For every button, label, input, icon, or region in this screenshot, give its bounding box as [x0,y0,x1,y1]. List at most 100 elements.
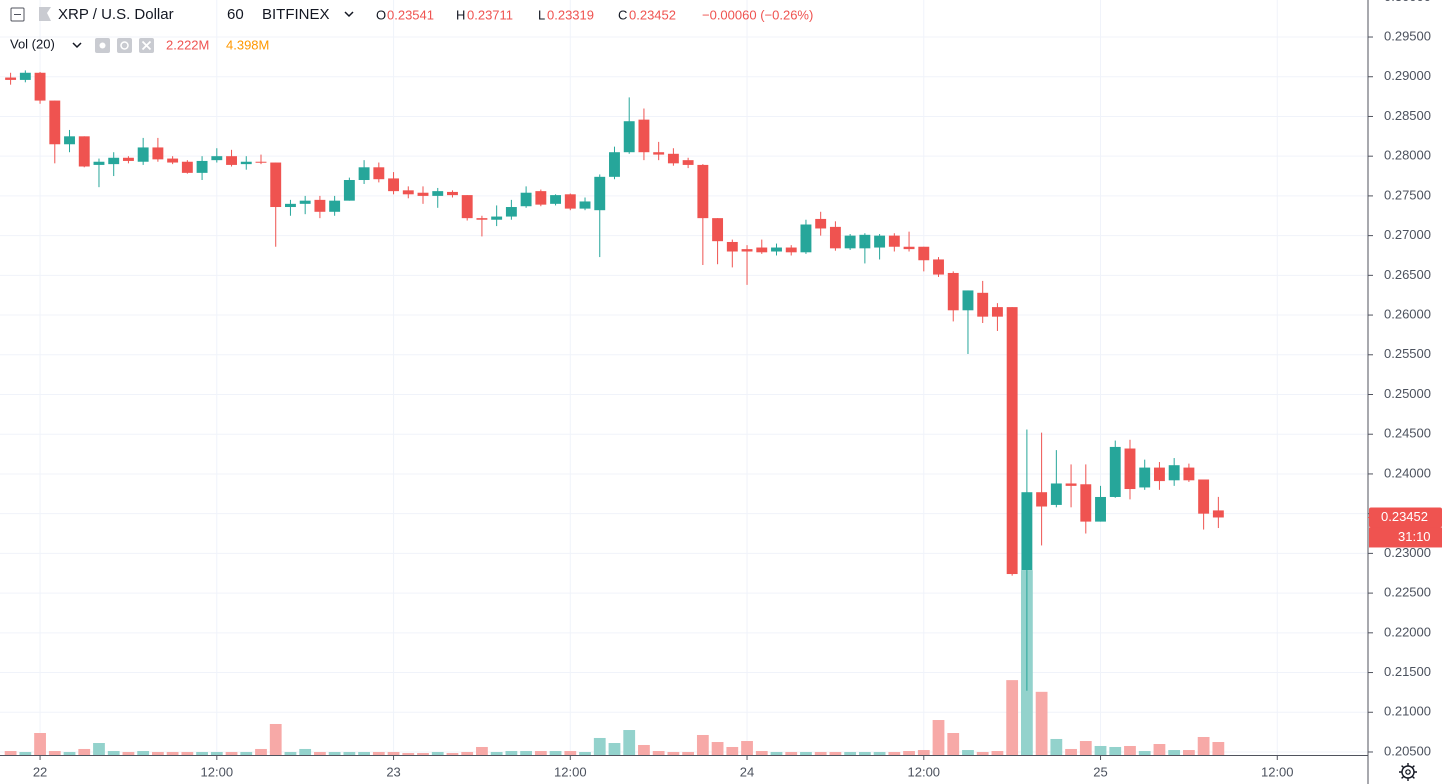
candle-body [49,100,61,145]
volume-bar [608,743,621,755]
settings-gear[interactable] [1399,763,1417,781]
volume-bar [1124,745,1136,755]
candles [5,70,1224,691]
y-tick-label: 0.25500 [1384,346,1431,361]
volume-bar [269,723,282,755]
candle-body [859,234,871,249]
candle-body [1036,492,1048,507]
volume-bar [1153,744,1166,755]
volume-bar [19,752,32,755]
x-tick-label: 25 [1093,764,1107,779]
volume-bar [1109,746,1122,755]
volume-ma-value: 4.398M [226,37,269,52]
volume-title[interactable]: Vol (20) [10,36,55,51]
candle-body [653,152,665,155]
candle-body [314,199,326,212]
volume-bar [1006,680,1019,755]
symbol-title[interactable]: XRP / U.S. Dollar [58,6,174,23]
symbol-flag [39,7,51,21]
volume-bar [652,751,665,755]
legend-prefix: C [618,7,627,22]
candle-body [1095,496,1106,522]
candle-body [962,290,974,311]
volume-bar [638,744,650,755]
volume-bar [476,746,488,755]
settings-icon[interactable] [117,38,132,53]
candle-body [447,191,458,196]
interval[interactable]: 60 [227,6,244,23]
change: −0.00060 (−0.26%) [702,7,813,22]
volume-bar [358,752,370,755]
volume-bar [682,752,695,755]
y-tick-label: 0.22500 [1384,585,1431,600]
volume-bar [63,752,76,755]
gear-hub [1405,769,1411,775]
candle-body [1124,448,1136,490]
candle-body [240,161,252,165]
volume-bar [858,752,871,755]
candle-body [623,121,635,153]
volume-bar [1065,748,1077,755]
volume-bar [962,750,974,755]
volume-bar [1035,691,1048,755]
candle-body [697,164,709,219]
candle-body [564,194,576,209]
candle-body [122,157,134,161]
candle-body [1080,484,1092,522]
volume-chevron[interactable] [72,42,82,49]
candle-body [64,136,75,145]
candle-body [1183,467,1195,481]
volume-bar [78,748,91,755]
y-tick-label: 0.27000 [1384,227,1431,242]
candle-body [1021,492,1033,571]
candle-body [93,161,105,165]
legend-prefix: H [456,7,465,22]
candle-body [815,218,827,229]
candle-body [785,247,797,253]
candle-body [402,190,414,195]
candle-body [756,247,768,253]
candle-body [550,195,562,204]
candle-body [800,224,812,253]
volume-bar [667,752,680,755]
candle-body [1065,483,1077,486]
volume-bar [284,752,297,755]
price-axis-bg [1368,0,1448,784]
x-tick-label: 12:00 [1261,764,1294,779]
volume-bar [343,752,356,755]
candle-body [255,161,267,163]
volume-bar [593,737,606,755]
exchange-chevron[interactable] [344,11,354,18]
volume-bar [991,751,1004,755]
grid [0,0,1368,755]
y-tick-label: 0.24500 [1384,426,1431,441]
candle-body [947,272,959,311]
volume-bar [431,752,444,755]
collapse-icon[interactable] [10,7,25,22]
volume-bar [800,752,812,755]
candle-body [388,178,399,192]
legend-value: 0.23452 [629,7,676,22]
last-price-label: 0.23452 [1381,509,1428,524]
candle-body [476,218,488,220]
last-price-tag [1369,507,1442,528]
candle-body [152,147,164,160]
candle-body [667,153,679,164]
y-tick-label: 0.29500 [1384,28,1431,43]
volume-bar [549,751,562,755]
volume-bar [1079,741,1092,755]
y-tick-label: 0.25000 [1384,386,1431,401]
y-tick-label: 0.22000 [1384,624,1431,639]
y-tick-label: 0.21000 [1384,704,1431,719]
volume-bar [1138,751,1151,755]
volume-bar [726,746,739,755]
exchange[interactable]: BITFINEX [262,6,330,23]
volume-bar [873,752,886,755]
candle-body [741,249,753,252]
candle-body [432,191,444,196]
volume-bar [564,751,577,755]
volume-bar [623,730,636,755]
candle-body [181,161,193,173]
volume-bar [34,733,46,755]
